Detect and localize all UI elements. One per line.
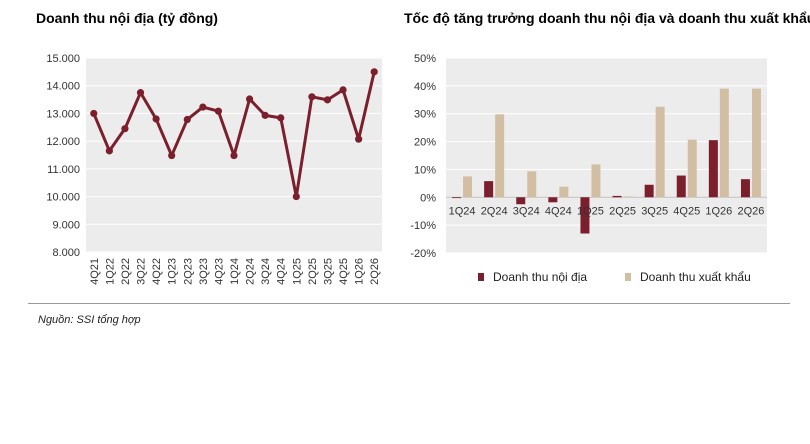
data-point [292,192,300,201]
x-tick-label: 4Q24 [545,205,572,217]
data-point [199,103,207,111]
domestic-revenue-line-chart: 8.000 9.000 10.000 11.000 12.000 13.000 14.000… [46,53,382,285]
plot-area [446,58,767,253]
legend-label: Doanh thu nội địa [493,270,587,284]
bar-domestic [516,197,526,205]
y-tick-label: 30% [414,109,436,121]
x-tick-label: 4Q21 [89,258,101,285]
legend-label: Doanh thu xuất khẩu [640,270,751,284]
data-point [277,114,285,122]
x-tick-label: 1Q22 [104,258,116,285]
data-point [121,125,129,133]
x-tick-label: 2Q25 [609,205,636,217]
y-tick-label: 20% [414,137,436,149]
bar-export [655,106,665,198]
data-point [152,115,160,123]
x-tick-label: 3Q25 [641,205,668,217]
x-tick-label: 1Q25 [291,258,303,285]
y-tick-label: 0% [420,192,436,204]
data-point [105,147,113,155]
y-tick-label: 50% [414,53,436,65]
x-tick-label: 2Q26 [369,258,381,285]
x-tick-label: 1Q24 [229,258,241,285]
y-tick-label: 10.000 [46,192,80,204]
x-tick-label: 1Q26 [705,205,732,217]
x-tick-label: 1Q26 [354,258,366,285]
data-point [230,151,238,160]
y-tick-label: 11.000 [47,164,80,176]
y-tick-label: -20% [410,248,436,260]
x-tick-label: 1Q25 [577,205,604,217]
data-point [339,86,347,94]
data-point [245,95,254,103]
x-tick-label: 3Q24 [260,258,272,285]
x-tick-label: 1Q24 [449,205,476,217]
y-tick-label: 9.000 [52,219,80,231]
y-tick-label: 40% [414,81,436,93]
x-tick-label: 4Q25 [673,205,700,217]
data-point [308,93,316,101]
y-tick-label: 14.000 [46,81,80,93]
y-tick-label: 15.000 [46,53,80,65]
x-tick-label: 2Q23 [182,258,194,285]
x-tick-label: 2Q24 [481,205,508,217]
line-chart-title: Doanh thu nội địa (tỷ đồng) [36,10,218,26]
bar-domestic [612,195,622,198]
y-tick-label: 8.000 [52,247,80,259]
y-tick-label: 12.000 [46,136,80,148]
bar-domestic [580,197,590,234]
x-tick-label: 1Q23 [167,258,179,285]
bar-domestic [644,184,654,198]
bar-domestic [740,179,750,198]
source-note: Nguồn: SSI tổng hợp [38,314,141,326]
x-tick-label: 4Q24 [276,258,288,285]
x-tick-label: 2Q24 [245,258,257,285]
data-point [370,68,378,76]
x-tick-label: 3Q22 [136,258,148,285]
x-tick-label: 2Q25 [307,258,319,285]
bar-domestic [676,175,686,198]
bar-domestic [708,140,718,198]
bar-export [527,171,537,198]
x-tick-label: 2Q22 [120,258,132,285]
bar-domestic [548,197,558,203]
data-point [323,96,332,104]
bar-export [623,196,633,198]
y-tick-label: -10% [410,220,436,232]
bar-export [495,114,505,198]
data-point [183,115,191,124]
bar-export [559,186,569,198]
data-point [261,111,269,119]
bar-export [591,164,601,198]
data-point [136,89,145,97]
y-tick-label: 10% [414,164,436,176]
bar-domestic [484,181,494,198]
data-point [214,107,223,115]
x-tick-label: 3Q24 [513,205,540,217]
data-point [355,135,363,143]
x-tick-label: 4Q23 [213,258,225,285]
growth-bar-chart: -20% -10% 0% 10% 20% 30% 40% 50% 1Q24 2Q24 3Q24 4Q2… [410,53,767,284]
data-point [168,151,176,160]
divider [28,303,790,304]
x-tick-label: 4Q22 [151,258,163,285]
bar-export [719,88,729,198]
data-point [90,109,98,118]
legend-swatch [478,273,484,281]
x-tick-label: 2Q26 [737,205,764,217]
x-tick-label: 3Q23 [198,258,210,285]
x-tick-label: 4Q25 [338,258,350,285]
bar-export [751,88,761,198]
bar-chart-title: Tốc độ tăng trưởng doanh thu nội địa và … [404,10,810,26]
legend-swatch [625,273,631,281]
bar-export [463,176,473,198]
bar-export [687,139,697,198]
y-tick-label: 13.000 [46,108,80,120]
x-tick-label: 3Q25 [322,258,334,285]
bar-domestic [452,197,462,199]
